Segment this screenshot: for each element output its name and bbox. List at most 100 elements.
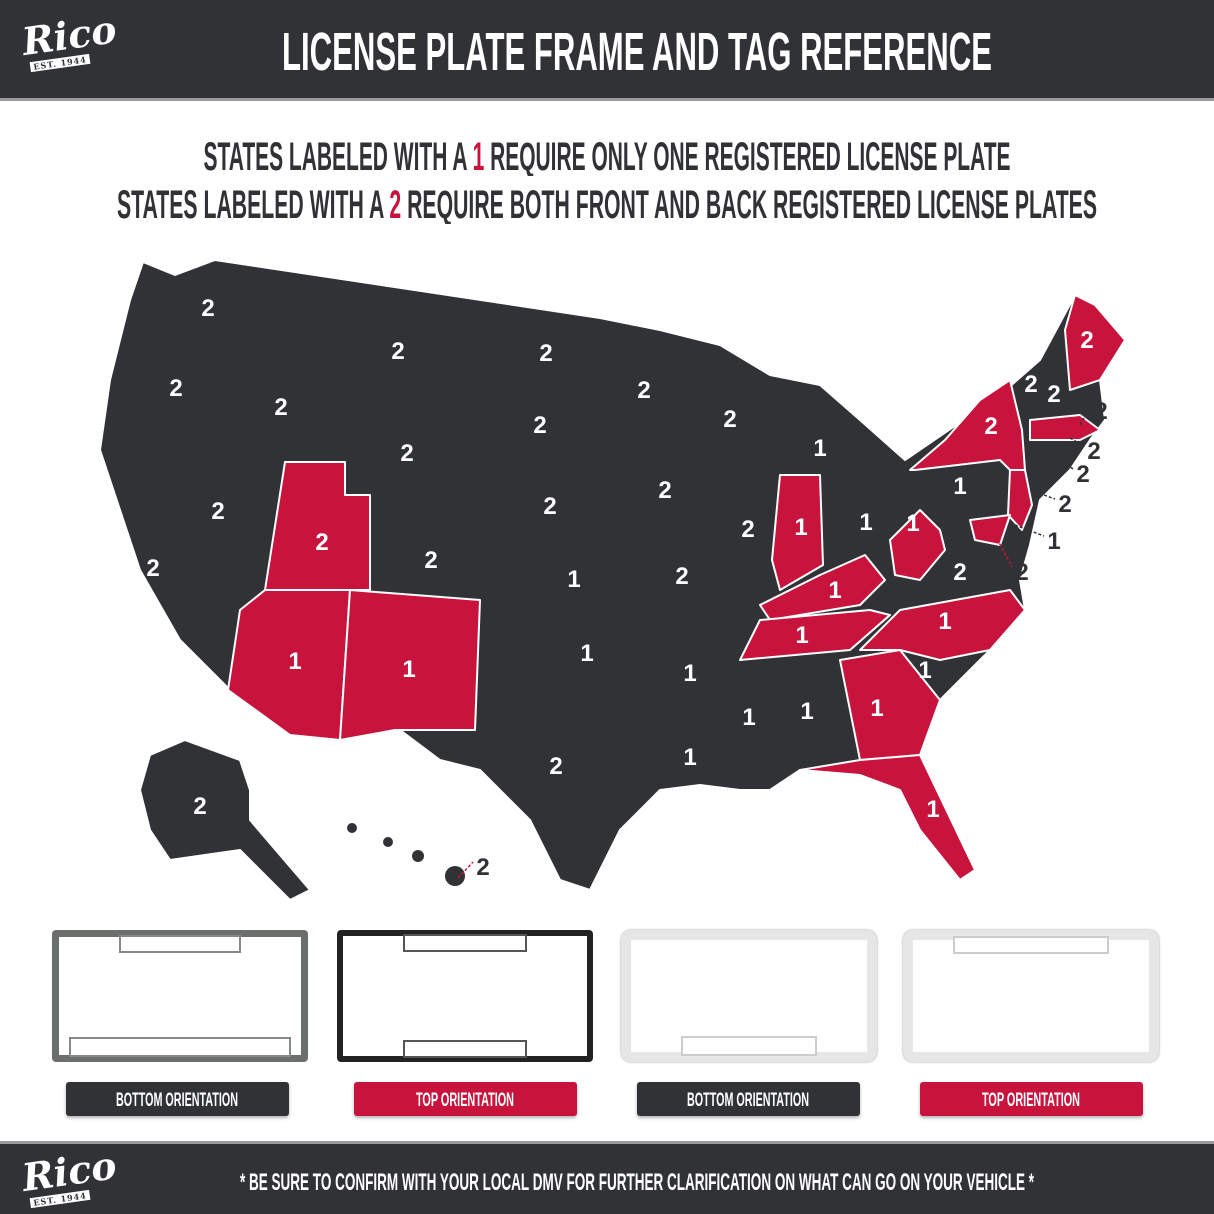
header-bar: Rico EST. 1944 LICENSE PLATE FRAME AND T… [0,0,1214,101]
legend-text: REQUIRE ONLY ONE REGISTERED LICENSE PLAT… [484,135,1010,176]
frame-image-2 [337,930,593,1062]
contiguous-us-shape [99,259,1126,891]
plate-count-in: 1 [794,514,807,541]
plate-count-ny: 2 [984,413,997,440]
plate-count-sd: 2 [533,412,546,439]
legend-number-1: 1 [473,135,485,176]
plate-count-ct: 2 [1076,461,1089,488]
frame-label-text: BOTTOM ORIENTATION [687,1090,809,1111]
state-shape-fl [799,754,976,881]
plate-count-ak: 2 [193,793,206,820]
frame-label-2: TOP ORIENTATION [354,1082,577,1116]
legend-line-2: STATES LABELED WITH A 2 REQUIRE BOTH FRO… [117,183,1097,224]
title-text: LICENSE PLATE FRAME AND TAG REFERENCE [282,22,992,82]
plate-count-nm: 1 [402,656,415,683]
callout-line [457,861,474,879]
callout-line [1029,489,1056,500]
plate-count-de: 1 [1047,528,1060,555]
callout-line [1069,437,1085,447]
state-shape-ma [1029,414,1101,441]
plate-count-or: 2 [169,375,182,402]
plate-count-az: 1 [288,648,301,675]
footer-bar: Rico EST. 1944 * BE SURE TO CONFIRM WITH… [0,1141,1214,1214]
frame-label-text: TOP ORIENTATION [982,1090,1080,1111]
plate-count-nd: 2 [539,340,552,367]
plate-count-mt: 2 [391,338,404,365]
legend-number-2: 2 [389,183,401,224]
legend-line-1: STATES LABELED WITH A 1 REQUIRE ONLY ONE… [204,135,1011,176]
state-shape-in [771,474,824,591]
plate-count-ga: 1 [870,695,883,722]
state-shape-hi [383,837,393,847]
state-shape-nj [1007,469,1033,531]
plate-count-wv: 1 [906,510,919,537]
plate-count-sc: 1 [918,657,931,684]
plate-count-hi: 2 [476,854,489,881]
callout-line [1054,454,1074,470]
plate-count-ri: 2 [1087,438,1100,465]
frame-label-text: BOTTOM ORIENTATION [116,1090,238,1111]
plate-count-nh: 2 [1047,381,1060,408]
plate-count-wy: 2 [400,440,413,467]
plate-count-ky: 1 [828,577,841,604]
state-shape-hi [412,850,424,862]
plate-count-ks: 1 [567,566,580,593]
plate-count-mn: 2 [637,377,650,404]
plate-count-ia: 2 [658,477,671,504]
plate-count-nj: 2 [1058,491,1071,518]
plate-count-tn: 1 [795,622,808,649]
plate-count-ok: 1 [580,640,593,667]
plate-count-ne: 2 [543,493,556,520]
dmv-disclaimer: * BE SURE TO CONFIRM WITH YOUR LOCAL DMV… [240,1169,1034,1196]
state-shape-wv [889,509,946,581]
plate-count-mi: 1 [813,435,826,462]
frame-label-text: TOP ORIENTATION [416,1090,514,1111]
plate-count-id: 2 [274,394,287,421]
frame-image-1 [52,930,308,1062]
legend-text: REQUIRE BOTH FRONT AND BACK REGISTERED L… [401,183,1097,224]
plate-count-ms: 1 [742,704,755,731]
state-shape-ny [909,379,1026,471]
state-shape-me [1064,294,1126,391]
plate-count-mo: 2 [675,563,688,590]
plate-count-va: 2 [953,559,966,586]
plate-count-pa: 1 [953,473,966,500]
state-shape-nc [859,589,1026,661]
state-shape-tn [739,609,891,661]
legend-text: STATES LABELED WITH A [204,135,473,176]
callout-line [994,534,1013,568]
state-shape-ga [839,649,941,761]
state-shape-ak [139,739,311,900]
plate-count-me: 2 [1080,327,1093,354]
frame-image-3 [621,930,877,1062]
plate-count-ut: 2 [315,529,328,556]
plate-count-ar: 1 [683,660,696,687]
state-shape-hi [445,866,465,886]
plate-count-co: 2 [424,547,437,574]
plate-count-la: 1 [683,744,696,771]
frame-label-1: BOTTOM ORIENTATION [66,1082,289,1116]
plate-count-il: 2 [741,516,754,543]
page-title: LICENSE PLATE FRAME AND TAG REFERENCE [282,22,992,82]
plate-count-ca: 2 [146,555,159,582]
legend-text: STATES LABELED WITH A [117,183,389,224]
frame-image-4 [903,930,1159,1062]
plate-count-oh: 1 [859,509,872,536]
legend-line-1-text: STATES LABELED WITH A 1 REQUIRE ONLY ONE… [204,135,1011,176]
plate-count-wi: 2 [723,406,736,433]
callout-line [1079,405,1092,426]
frame-label-3: BOTTOM ORIENTATION [637,1082,860,1116]
plate-count-nc: 1 [938,608,951,635]
plate-count-ma: 2 [1094,398,1107,425]
plate-count-al: 1 [800,698,813,725]
plate-count-tx: 2 [549,753,562,780]
plate-count-wa: 2 [201,295,214,322]
legend-line-2-text: STATES LABELED WITH A 2 REQUIRE BOTH FRO… [117,183,1097,224]
plate-count-md: 2 [1015,559,1028,586]
plate-count-vt: 2 [1024,371,1037,398]
plate-count-fl: 1 [926,796,939,823]
frame-label-4: TOP ORIENTATION [920,1082,1143,1116]
state-shape-nm [339,589,481,741]
callout-line [1014,524,1045,537]
